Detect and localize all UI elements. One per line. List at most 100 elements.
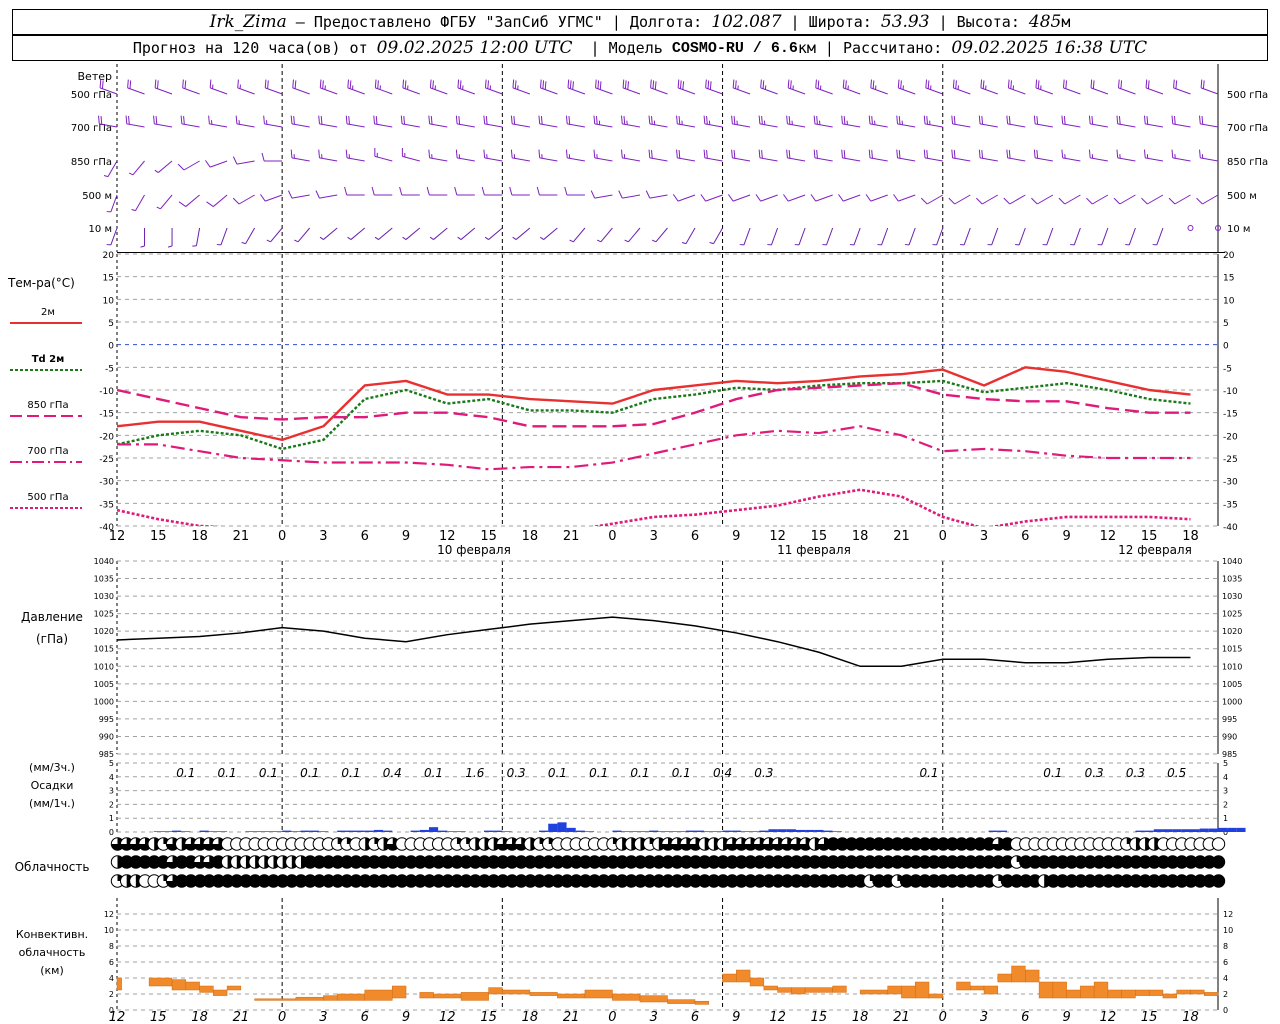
- cloud-symbol-fill: [193, 837, 207, 851]
- wind-barb-feather: [923, 149, 926, 158]
- wind-barb-feather: [732, 79, 735, 88]
- wind-barb-feather: [237, 79, 239, 88]
- wind-barb-feather: [1065, 80, 1068, 89]
- time-tick-label-bottom: 15: [150, 1010, 167, 1024]
- wind-barb-staff: [815, 194, 833, 202]
- wind-barb-feather: [153, 115, 155, 124]
- precip-bar: [814, 829, 824, 832]
- wind-barb-feather: [760, 79, 762, 88]
- time-tick-label-bottom: 0: [939, 1010, 947, 1024]
- wind-barb-feather: [539, 79, 542, 88]
- time-tick-label: 18: [191, 529, 208, 544]
- wind-barb-feather: [487, 80, 490, 89]
- wind-barb-feather: [621, 115, 623, 124]
- wind-barb-staff: [539, 123, 558, 128]
- wind-barb-feather: [1168, 197, 1176, 205]
- precip-bar: [988, 830, 998, 832]
- wind-barb-feather: [871, 116, 873, 125]
- wind-barb-feather: [485, 116, 488, 125]
- cloud-symbol-fill: [817, 837, 831, 851]
- conv-cloud-bar: [502, 989, 531, 995]
- wind-barb-feather: [1062, 79, 1065, 88]
- conv-cloud-bar: [887, 985, 902, 995]
- wind-barb-feather: [348, 116, 350, 125]
- precip-bar: [272, 831, 283, 832]
- wind-barb-feather: [512, 79, 515, 88]
- wind-barb-half-feather: [128, 172, 134, 176]
- wind-barb-staff: [160, 194, 173, 210]
- wind-barb-staff: [952, 123, 971, 128]
- wind-barb-staff: [650, 87, 668, 95]
- precip-bar: [1153, 829, 1163, 832]
- precip-bar: [722, 830, 732, 832]
- precip-tick-left: 1: [109, 814, 114, 823]
- time-tick-label-bottom: 21: [893, 1010, 910, 1024]
- wind-barb-feather: [762, 80, 765, 89]
- wind-barb-half-feather: [156, 206, 161, 210]
- wind-barb-feather: [568, 116, 571, 125]
- wind-barb-staff: [567, 123, 586, 128]
- wind-barb-feather: [322, 80, 324, 89]
- time-tick-label-bottom: 0: [278, 1010, 286, 1024]
- wind-barb-feather: [509, 186, 513, 196]
- wind-barb-staff: [291, 157, 310, 162]
- wind-barb-feather: [652, 80, 655, 89]
- wind-barb-feather: [1086, 197, 1093, 205]
- conv-cloud-bar: [736, 969, 751, 983]
- wind-barb-feather: [595, 79, 597, 88]
- wind-barb-feather: [923, 115, 926, 124]
- wind-barb-staff: [594, 157, 613, 162]
- precip-bar: [685, 830, 696, 832]
- wind-barb-staff: [759, 123, 778, 128]
- conv-cloud-bar: [1148, 989, 1164, 996]
- cloud-symbol-fill: [753, 837, 766, 851]
- wind-barb-feather: [177, 163, 185, 171]
- wind-barb-half-feather: [651, 239, 657, 243]
- precip-title-line: (мм/1ч.): [29, 797, 75, 810]
- wind-barb-feather: [1006, 149, 1009, 158]
- model-label: | Модель: [572, 39, 672, 57]
- wind-barb-feather: [761, 150, 763, 159]
- precip-bar: [493, 830, 503, 832]
- wind-barb-staff: [677, 87, 696, 95]
- conv-cloud-bar: [1190, 989, 1205, 995]
- wind-barb-feather: [597, 80, 600, 89]
- wind-level-label-right: 700 гПа: [1227, 123, 1268, 134]
- wind-barb-feather: [870, 79, 872, 88]
- precip-bar: [346, 830, 356, 832]
- wind-barb-feather: [403, 116, 406, 125]
- conv-cloud-bar: [928, 993, 943, 999]
- precip-tick-left: 4: [109, 773, 114, 782]
- wind-barb-staff: [1035, 87, 1054, 95]
- precip-bar: [282, 830, 292, 832]
- wind-barb-staff: [649, 194, 668, 199]
- time-tick-label: 9: [402, 529, 410, 544]
- wind-barb-feather: [838, 194, 844, 202]
- precip-3h-label: 0.3: [507, 766, 526, 780]
- precip-bar: [704, 831, 714, 832]
- time-tick-label: 3: [650, 529, 658, 544]
- wind-barb-feather: [952, 79, 955, 88]
- wind-barb-feather: [1146, 116, 1149, 125]
- wind-barb-feather: [981, 116, 984, 125]
- wind-barb-half-feather: [374, 236, 379, 240]
- wind-barb-half-feather: [319, 236, 324, 240]
- cloud-symbol-fill: [166, 837, 179, 851]
- wind-barb-feather: [813, 115, 816, 124]
- cloud-symbol-fill: [992, 837, 1005, 851]
- precip-bar: [1162, 829, 1173, 832]
- wind-barb-feather: [621, 149, 623, 158]
- wind-barb-feather: [816, 150, 818, 159]
- wind-barb-staff: [787, 157, 806, 162]
- wind-barb-feather: [707, 80, 710, 89]
- temp-tick-left: -25: [99, 455, 114, 465]
- wind-barb-feather: [371, 186, 375, 196]
- temp-legend-label: Td 2м: [32, 354, 65, 365]
- cloud-symbol-fill: [193, 855, 207, 869]
- model-name: COSMO-RU / 6.6: [671, 39, 798, 57]
- wind-barb-staff: [628, 227, 641, 243]
- wind-barb-staff: [484, 123, 503, 128]
- wind-barb-feather: [1035, 79, 1038, 88]
- wind-barb-staff: [265, 87, 283, 95]
- wind-barb-feather: [1007, 79, 1010, 88]
